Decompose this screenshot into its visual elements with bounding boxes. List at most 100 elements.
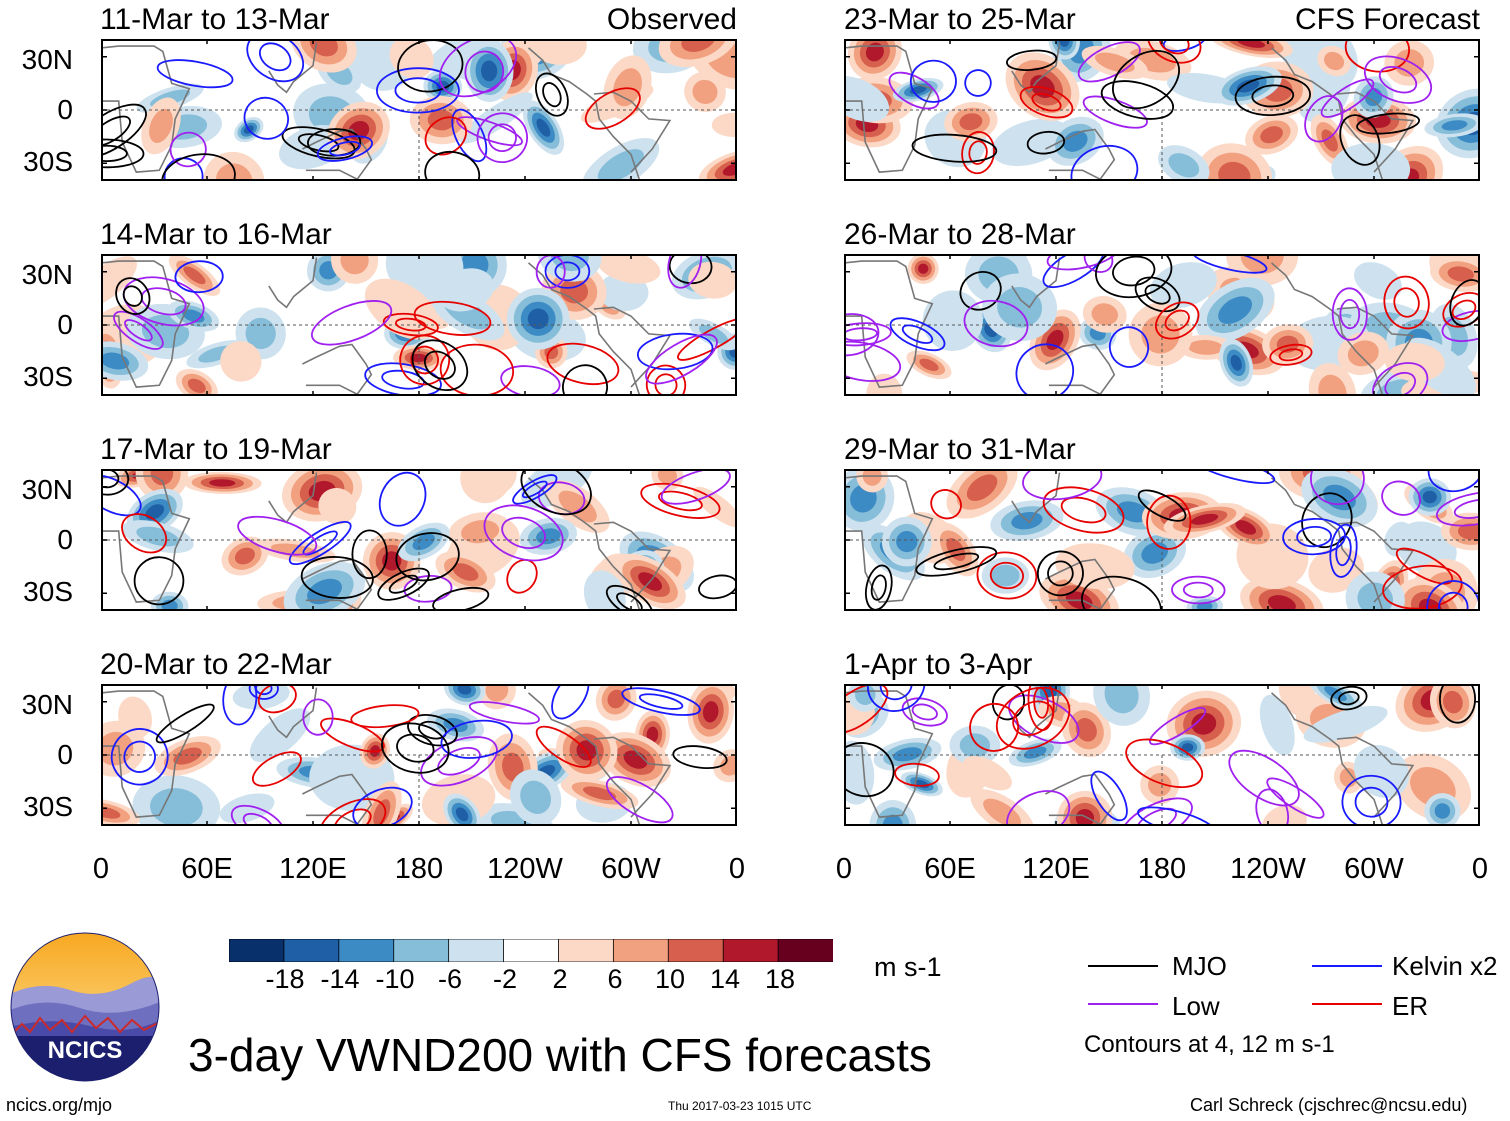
wave-contour	[1383, 275, 1430, 330]
wave-contour	[638, 693, 684, 710]
wave-contour	[156, 59, 234, 89]
wave-contour	[297, 133, 340, 153]
anomaly-shading	[1235, 520, 1257, 535]
wave-contour	[551, 684, 590, 720]
wave-contour	[672, 745, 728, 769]
anomaly-shading	[232, 684, 290, 710]
map-panel-obs-1	[101, 39, 737, 181]
lon-label-360: 0	[1471, 853, 1489, 885]
coastline	[101, 475, 191, 603]
footer-timestamp: Thu 2017-03-23 1015 UTC	[668, 1099, 812, 1113]
coastline	[1270, 692, 1384, 826]
anomaly-shading	[1353, 262, 1403, 300]
wave-contour	[319, 798, 387, 826]
colorbar-tick-label: -10	[375, 964, 415, 994]
wave-contour	[1266, 777, 1325, 819]
anomaly-shading	[1181, 743, 1194, 752]
anomaly-shading	[183, 266, 206, 285]
wave-contour	[915, 546, 998, 577]
wave-contour	[1137, 489, 1187, 522]
anomaly-shading	[922, 290, 983, 351]
wave-contour	[1228, 749, 1300, 807]
wave-contour	[101, 469, 130, 496]
anomaly-shading	[991, 564, 1020, 587]
lon-label-60e: 60E	[924, 853, 976, 885]
coastline	[268, 42, 318, 94]
wave-contour	[1363, 55, 1433, 104]
wave-contour	[1147, 39, 1202, 64]
anomaly-shading	[527, 308, 549, 330]
anomaly-shading	[963, 755, 1012, 791]
wave-contour	[124, 319, 153, 342]
wave-contour	[311, 300, 393, 346]
anomaly-shading	[101, 256, 137, 310]
anomaly-shading	[1075, 718, 1097, 742]
wave-contour	[894, 762, 940, 787]
wave-contour	[1046, 254, 1120, 271]
wave-contour	[1090, 770, 1128, 822]
wave-contour	[1036, 550, 1084, 597]
lon-label-60w: 60W	[601, 853, 661, 885]
wave-contour	[333, 808, 372, 826]
wave-contour	[889, 317, 946, 352]
wave-contour	[1354, 786, 1389, 818]
legend-line-kelvin	[1312, 965, 1382, 967]
wave-contour	[584, 87, 641, 130]
coastline	[593, 521, 672, 603]
wave-contour	[399, 334, 451, 386]
wave-contour	[123, 740, 156, 773]
wave-contour	[976, 551, 1038, 600]
anomaly-shading	[318, 487, 357, 525]
wave-contour	[546, 342, 620, 386]
anomaly-shading	[1230, 354, 1242, 371]
wave-contour	[1339, 114, 1381, 166]
wave-contour	[1070, 144, 1139, 181]
colorbar-units: m s-1	[874, 952, 942, 982]
legend-line-er	[1312, 1003, 1382, 1005]
wave-contour	[1427, 469, 1480, 493]
anomaly-shading	[1094, 52, 1135, 73]
coastline	[1336, 736, 1415, 818]
wave-contour	[1451, 299, 1477, 320]
wave-contour	[901, 324, 934, 344]
wave-contour	[677, 317, 737, 361]
anomaly-shading	[722, 162, 737, 176]
wave-contour	[1112, 255, 1156, 287]
wave-contour	[1019, 86, 1074, 119]
wave-contour	[1137, 806, 1217, 826]
map-panel-obs-3	[101, 469, 737, 611]
anomaly-shading	[613, 68, 642, 107]
colorbar-swatch	[558, 938, 615, 963]
anomaly-shading	[607, 689, 625, 709]
panel-frame	[844, 469, 1480, 611]
footer-website: ncics.org/mjo	[6, 1095, 113, 1115]
wave-contour	[1449, 279, 1480, 327]
anomaly-shading	[1384, 342, 1445, 382]
anomaly-shading	[1236, 79, 1260, 93]
coastline	[593, 736, 672, 818]
anomaly-shading	[1318, 374, 1347, 396]
wave-contour	[411, 339, 469, 391]
anomaly-shading	[1148, 773, 1172, 797]
anomaly-shading	[452, 563, 479, 581]
panel-title-fc-4: 1-Apr to 3-Apr	[844, 648, 1033, 681]
anomaly-shading	[997, 287, 1043, 328]
anomaly-shading	[1091, 303, 1119, 326]
wave-contour	[122, 285, 143, 307]
wave-contour	[1296, 525, 1332, 548]
legend-line-low	[1088, 1003, 1158, 1005]
wave-contour	[351, 529, 388, 580]
anomaly-shading	[536, 118, 551, 137]
lat-label-30s: 30S	[23, 146, 73, 177]
wave-contour	[456, 116, 523, 147]
wave-contour	[1012, 700, 1054, 736]
wave-contour	[506, 558, 538, 594]
anomaly-shading	[249, 708, 311, 762]
wave-contour	[101, 138, 145, 169]
wave-contour	[1120, 797, 1193, 826]
lat-label-eq: 0	[57, 94, 73, 125]
anomaly-shading	[1267, 595, 1296, 611]
lat-label-30n: 30N	[21, 259, 73, 290]
footer-credit: Carl Schreck (cjschrec@ncsu.edu)	[1190, 1095, 1468, 1115]
wave-contour	[963, 299, 1029, 348]
